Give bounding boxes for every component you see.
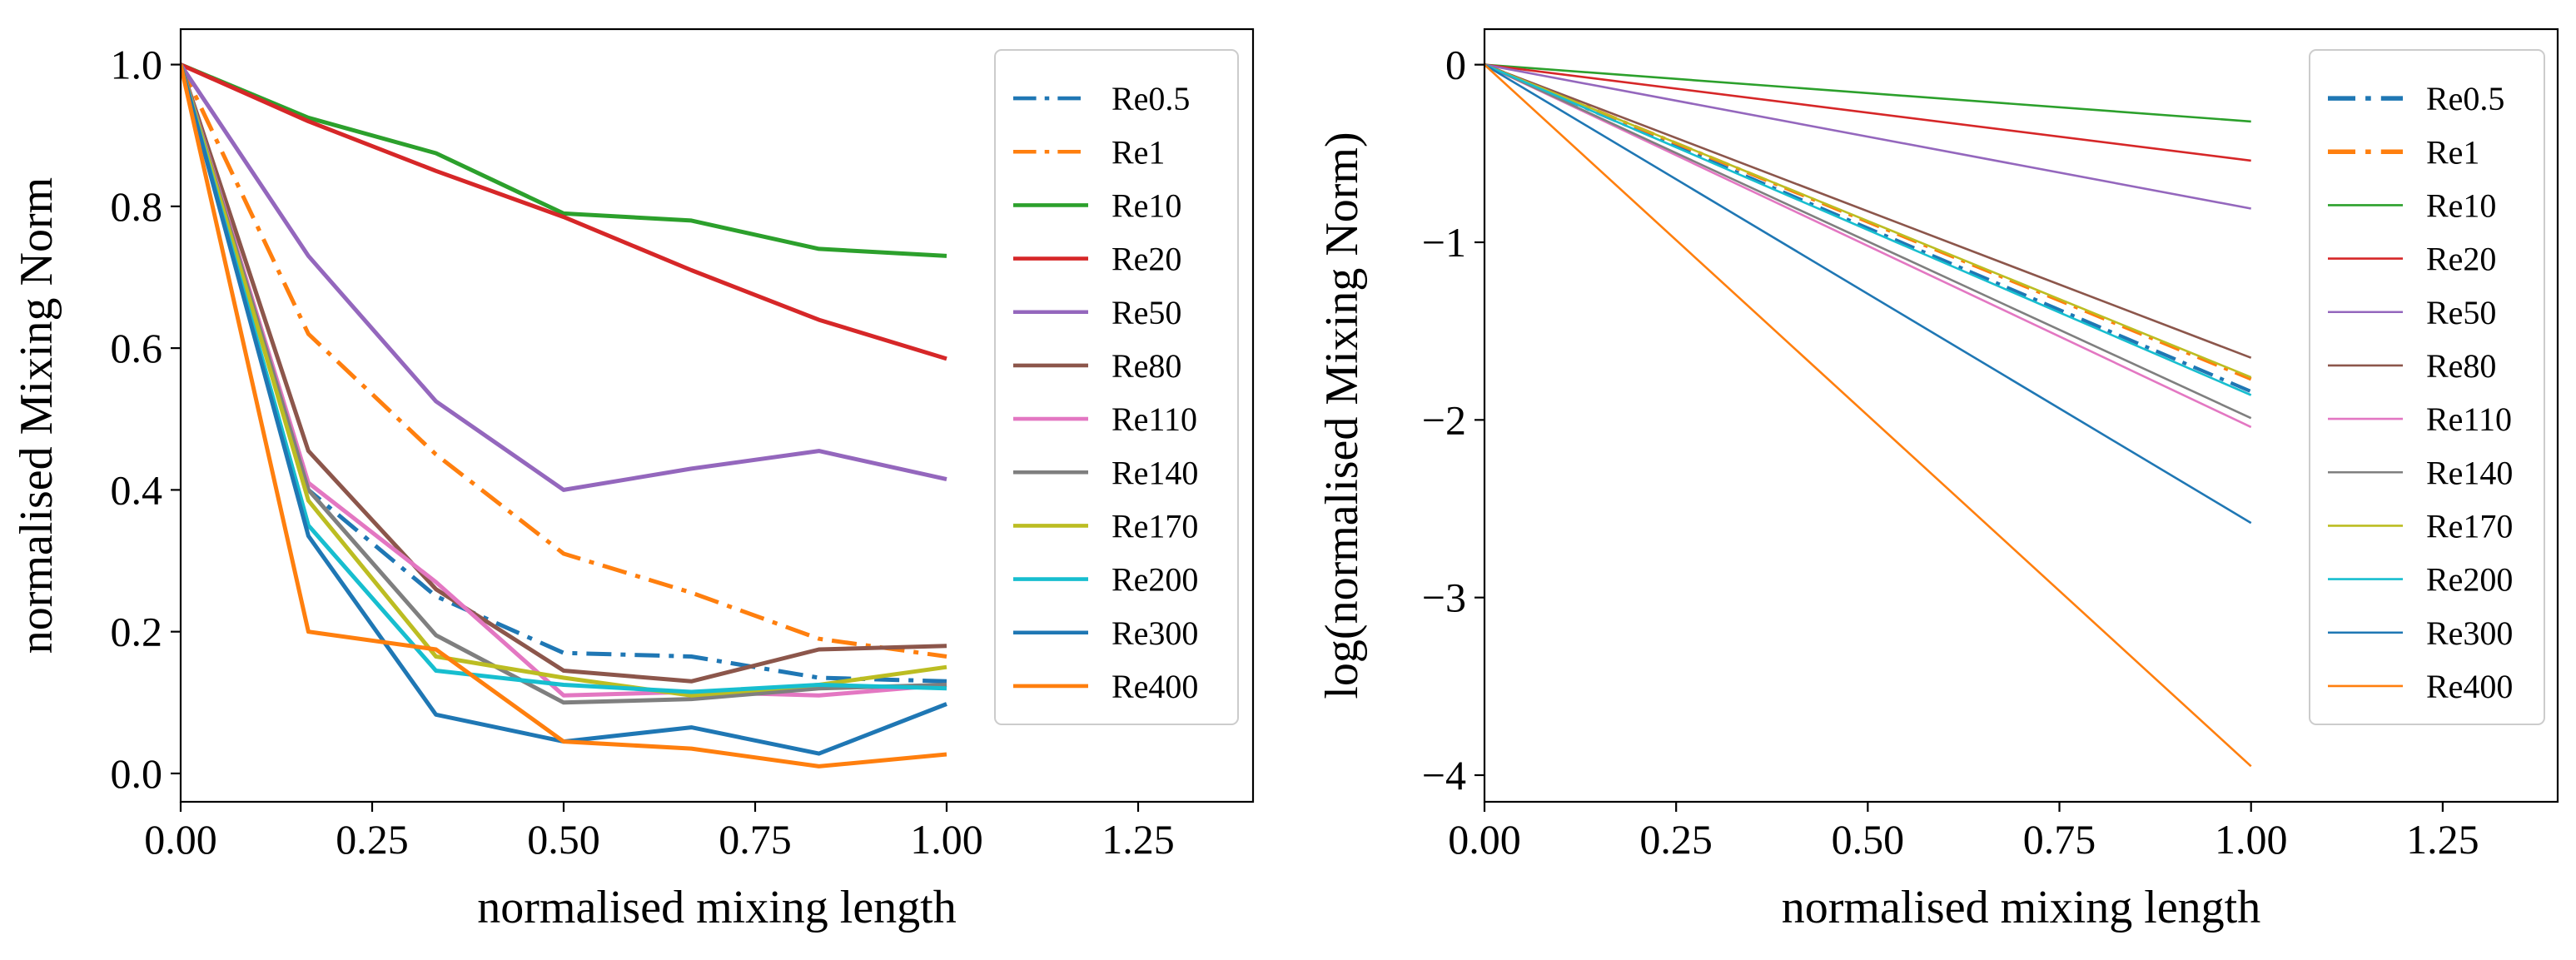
legend-label-Re200: Re200: [2426, 561, 2513, 599]
series-line-Re80: [1484, 63, 2252, 359]
series-line-Re80: [181, 63, 947, 684]
chart-panel-1: 0.00 0.25 0.50 0.75 1.00 1.25 0.0 0.2 0.4 0.6 0.8 1…: [11, 27, 1255, 933]
legend: Re0.5 Re1 Re10 Re20 Re50 Re80 Re110 Re140 Re170 R…: [994, 49, 1239, 725]
y-tick-label: −3: [1422, 575, 1466, 621]
x-tick-label: 0.50: [1832, 816, 1905, 863]
legend-label-Re10: Re10: [2426, 187, 2496, 224]
legend-label-Re200: Re200: [1111, 561, 1198, 599]
series-line-Re140: [181, 63, 947, 705]
y-tick-label: −1: [1422, 219, 1466, 266]
y-tick-label: 0.0: [111, 750, 163, 797]
legend-label-Re110: Re110: [1111, 400, 1197, 438]
legend-label-Re170: Re170: [2426, 507, 2513, 545]
series-line-Re400: [181, 64, 947, 768]
legend-label-Re80: Re80: [2426, 347, 2496, 385]
x-axis-title: normalised mixing length: [477, 882, 956, 933]
plot-frame: [1483, 27, 2559, 803]
legend-box: [994, 49, 1239, 725]
x-tick-label: 0.50: [527, 816, 600, 863]
y-tick-label: −2: [1422, 396, 1466, 443]
x-tick-label: 0.00: [1448, 816, 1521, 863]
legend-label-Re0.5: Re0.5: [2426, 80, 2504, 117]
y-tick-label: 0.2: [111, 609, 163, 655]
legend-label-Re50: Re50: [2426, 294, 2496, 331]
series-line-Re200: [181, 63, 947, 694]
x-tick-label: 0.25: [336, 816, 409, 863]
legend-label-Re400: Re400: [1111, 668, 1198, 705]
legend-label-Re400: Re400: [2426, 668, 2513, 705]
x-tick-label: 0.25: [1639, 816, 1713, 863]
series-line-Re200: [1484, 63, 2252, 396]
legend-label-Re80: Re80: [1111, 347, 1181, 385]
series-line-Re110: [1484, 63, 2252, 429]
x-tick-label: 0.00: [144, 816, 217, 863]
legend-label-Re170: Re170: [1111, 507, 1198, 545]
series-line-Re170: [181, 63, 947, 698]
legend-box: [2309, 49, 2545, 725]
series-line-Re20: [181, 62, 947, 361]
legend-label-Re140: Re140: [2426, 454, 2513, 491]
x-tick-label: 0.75: [719, 816, 792, 863]
y-tick-label: 0.8: [111, 183, 163, 230]
y-tick-label: 0.6: [111, 325, 163, 371]
series-group: [1484, 62, 2252, 768]
y-axis-title: normalised Mixing Norm: [11, 177, 62, 654]
series-group: [181, 62, 947, 768]
series-line-Re50: [1484, 63, 2251, 210]
legend-label-Re1: Re1: [2426, 133, 2479, 171]
legend-label-Re20: Re20: [1111, 241, 1181, 278]
series-line-Re110: [181, 63, 947, 698]
series-line-Re140: [1484, 63, 2252, 420]
series-line-Re1: [181, 63, 947, 659]
y-tick-label: −4: [1422, 752, 1466, 798]
series-line-Re300: [1484, 63, 2252, 525]
legend-label-Re0.5: Re0.5: [1111, 80, 1190, 117]
legend-label-Re50: Re50: [1111, 294, 1181, 331]
y-tick-label: 0.4: [111, 466, 163, 513]
series-line-Re170: [1484, 63, 2252, 379]
x-tick-label: 1.00: [2215, 816, 2288, 863]
x-tick-label: 1.00: [910, 816, 983, 863]
x-tick-label: 0.75: [2023, 816, 2096, 863]
x-tick-label: 1.25: [1102, 816, 1175, 863]
series-line-Re10: [181, 62, 947, 258]
series-line-Re20: [1484, 63, 2251, 162]
y-axis-title: log(normalised Mixing Norm): [1316, 132, 1368, 699]
series-line-Re50: [181, 63, 947, 492]
legend-label-Re110: Re110: [2426, 400, 2512, 438]
legend-label-Re1: Re1: [1111, 133, 1165, 171]
series-line-Re400: [1484, 63, 2252, 768]
series-line-Re10: [1484, 63, 2251, 123]
x-tick-label: 1.25: [2406, 816, 2479, 863]
x-axis-title: normalised mixing length: [1782, 882, 2260, 933]
legend-label-Re20: Re20: [2426, 241, 2496, 278]
plot-frame: [179, 27, 1255, 803]
legend-label-Re300: Re300: [1111, 614, 1198, 652]
legend: Re0.5 Re1 Re10 Re20 Re50 Re80 Re110 Re140 Re170 R…: [2309, 49, 2545, 725]
chart-panel-2: 0.00 0.25 0.50 0.75 1.00 1.25 0 −1 −2 −3 −4 normali…: [1316, 27, 2559, 933]
legend-label-Re140: Re140: [1111, 454, 1198, 491]
y-tick-label: 0: [1445, 42, 1466, 88]
y-tick-label: 1.0: [111, 42, 163, 88]
legend-label-Re300: Re300: [2426, 614, 2513, 652]
series-line-Re0.5: [181, 63, 947, 684]
legend-label-Re10: Re10: [1111, 187, 1181, 224]
